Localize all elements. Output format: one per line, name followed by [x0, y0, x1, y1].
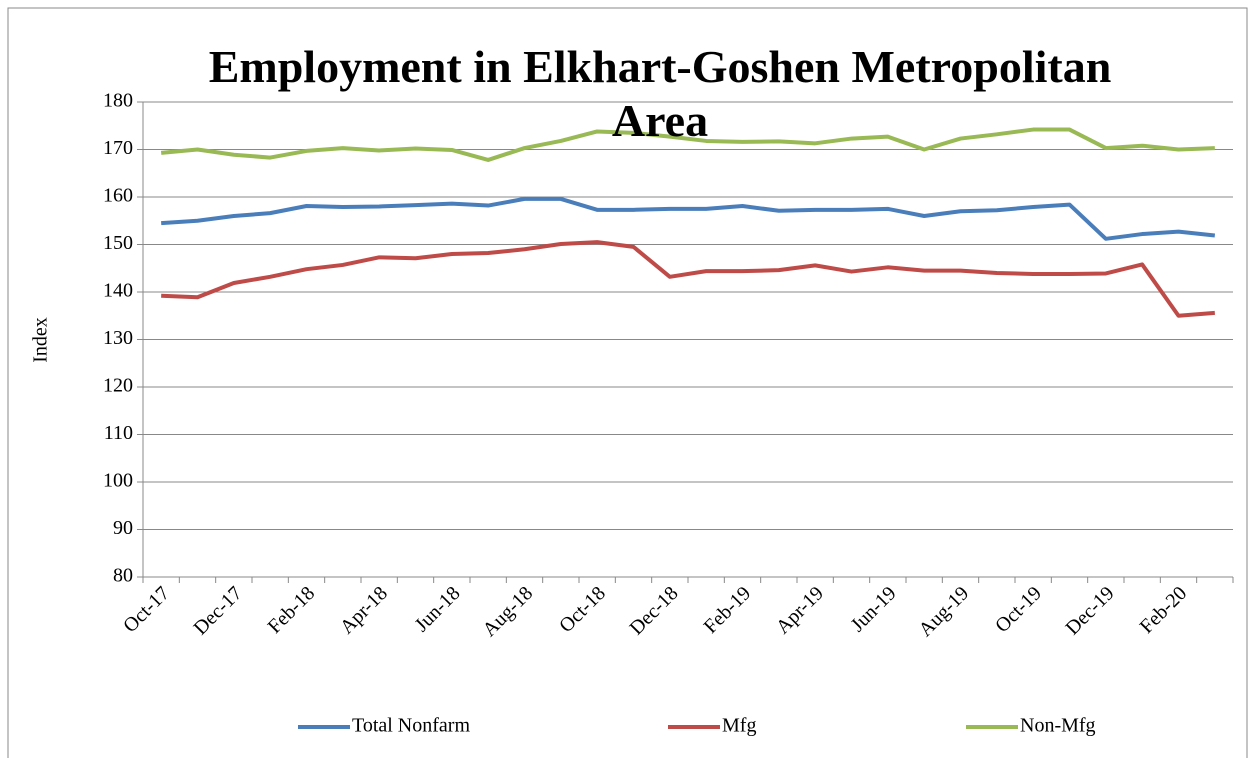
x-tick-label: Feb-19: [700, 582, 756, 638]
x-tick-label: Oct-17: [119, 582, 174, 637]
series-line: [161, 196, 1216, 241]
y-tick-label: 110: [104, 422, 133, 444]
y-tick-label: 140: [103, 280, 133, 302]
series-line: [160, 127, 1215, 162]
series-line: [161, 240, 1215, 318]
y-tick-label: 160: [103, 185, 133, 207]
y-tick-label: 150: [103, 232, 133, 254]
y-tick-label: 100: [103, 470, 133, 492]
x-tick-label: Dec-17: [189, 582, 246, 639]
x-tick-label: Oct-19: [991, 582, 1046, 637]
x-tick-label: Dec-18: [625, 582, 682, 639]
legend-label: Mfg: [722, 715, 756, 737]
y-tick-label: 90: [113, 517, 133, 539]
x-tick-label: Jun-18: [411, 582, 465, 636]
legend-label: Non-Mfg: [1020, 715, 1096, 737]
x-tick-label: Feb-20: [1136, 582, 1192, 638]
x-tick-label: Oct-18: [555, 582, 610, 637]
x-tick-label: Feb-18: [264, 582, 320, 638]
x-tick-label: Apr-19: [772, 582, 828, 638]
x-tick-label: Aug-18: [479, 582, 538, 641]
x-tick-label: Aug-19: [915, 582, 974, 641]
y-tick-label: 180: [103, 90, 133, 112]
chart-title: Employment in Elkhart-Goshen Metropolita…: [208, 41, 1112, 146]
y-tick-label: 170: [103, 137, 133, 159]
chart-border: [7, 7, 1248, 758]
x-tick-label: Jun-19: [847, 582, 901, 636]
legend-label: Total Nonfarm: [352, 715, 470, 737]
y-tick-label: 120: [103, 375, 133, 397]
y-tick-label: 80: [113, 565, 133, 587]
y-tick-label: 130: [103, 327, 133, 349]
x-tick-label: Apr-18: [336, 582, 392, 638]
x-tick-label: Dec-19: [1061, 582, 1118, 639]
y-axis-label: Index: [30, 317, 52, 363]
